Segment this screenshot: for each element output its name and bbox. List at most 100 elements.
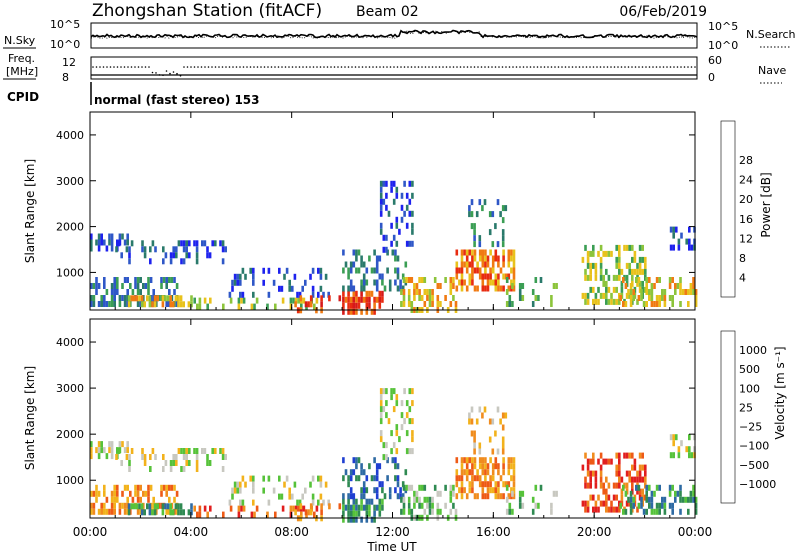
range-gate-cell-616 xyxy=(491,448,495,455)
range-gate-cell-438 xyxy=(402,484,406,491)
range-gate-cell-524 xyxy=(471,267,474,274)
colorbar-tick-label-6: −500 xyxy=(739,459,769,472)
range-gate-cell-363 xyxy=(378,273,382,280)
range-gate-cell-220 xyxy=(289,303,293,310)
range-gate-cell-706 xyxy=(615,244,618,251)
range-gate-cell-263 xyxy=(296,499,299,506)
range-gate-cell-797 xyxy=(650,508,654,515)
range-gate-cell-549 xyxy=(484,285,487,292)
range-gate-cell-499 xyxy=(455,285,459,292)
nave-point-5 xyxy=(109,66,112,68)
range-gate-cell-554 xyxy=(486,285,490,292)
nave-point-44 xyxy=(246,66,248,68)
range-gate-cell-655 xyxy=(584,298,587,305)
range-gate-cell-638 xyxy=(521,295,525,301)
range-gate-cell-653 xyxy=(584,274,587,281)
range-gate-cell-223 xyxy=(297,505,300,512)
range-gate-cell-689 xyxy=(602,500,605,507)
range-gate-cell-90 xyxy=(103,277,106,283)
range-gate-cell-233 xyxy=(231,285,234,292)
nave-point-2 xyxy=(99,66,101,68)
range-gate-cell-176 xyxy=(143,301,146,308)
range-gate-cell-863 xyxy=(320,509,323,516)
range-gate-cell-559 xyxy=(491,463,495,470)
range-gate-cell-13 xyxy=(110,441,114,448)
range-gate-cell-440 xyxy=(402,295,406,301)
range-gate-cell-780 xyxy=(632,502,635,509)
nave-point-153 xyxy=(627,66,630,68)
range-gate-cell-435 xyxy=(411,240,414,247)
range-gate-cell-245 xyxy=(252,475,255,482)
range-gate-cell-430 xyxy=(411,388,414,395)
range-gate-cell-758 xyxy=(641,244,644,251)
range-gate-cell-617 xyxy=(494,223,497,230)
range-gate-cell-367 xyxy=(386,457,389,464)
range-gate-cell-131 xyxy=(139,289,142,295)
range-gate-cell-396 xyxy=(382,442,386,449)
range-gate-cell-490 xyxy=(452,484,455,491)
range-gate-cell-792 xyxy=(648,496,651,503)
range-gate-cell-596 xyxy=(512,279,516,286)
range-gate-cell-120 xyxy=(129,283,132,289)
range-gate-cell-758 xyxy=(641,452,644,459)
range-gate-cell-757 xyxy=(638,286,642,293)
range-gate-cell-4 xyxy=(97,441,101,448)
range-gate-cell-581 xyxy=(507,457,511,464)
range-gate-cell-424 xyxy=(405,430,409,437)
range-gate-cell-729 xyxy=(625,274,629,281)
range-gate-cell-124 xyxy=(134,283,137,289)
range-gate-cell-530 xyxy=(473,285,477,292)
nave-point-124 xyxy=(526,66,528,68)
range-gate-cell-755 xyxy=(638,268,642,275)
range-gate-cell-109 xyxy=(118,502,122,509)
range-gate-cell-208 xyxy=(229,297,233,304)
range-gate-cell-247 xyxy=(252,279,255,286)
range-gate-cell-481 xyxy=(439,283,442,289)
range-gate-cell-540 xyxy=(481,261,485,268)
range-gate-cell-768 xyxy=(644,286,647,293)
range-gate-cell-123 xyxy=(134,484,137,491)
range-gate-cell-282 xyxy=(342,516,345,523)
range-gate-cell-1 xyxy=(90,239,93,246)
range-gate-cell-495 xyxy=(455,457,459,464)
range-gate-cell-535 xyxy=(478,255,482,262)
nave-point-96 xyxy=(428,66,430,68)
range-gate-cell-94 xyxy=(105,496,109,503)
range-gate-cell-541 xyxy=(481,273,485,280)
range-gate-cell-800 xyxy=(655,484,659,491)
range-gate-cell-819 xyxy=(676,490,680,497)
range-gate-cell-562 xyxy=(491,487,495,494)
y-tick-label-2: 3000 xyxy=(56,175,84,188)
range-gate-cell-699 xyxy=(607,298,611,305)
range-gate-cell-520 xyxy=(468,487,472,494)
range-gate-cell-319 xyxy=(378,296,382,303)
range-gate-cell-798 xyxy=(653,490,656,497)
range-gate-cell-830 xyxy=(692,484,695,491)
range-gate-cell-764 xyxy=(644,464,647,471)
nave-point-15 xyxy=(144,66,147,68)
range-gate-cell-549 xyxy=(484,493,487,500)
range-gate-cell-585 xyxy=(507,493,511,500)
range-gate-cell-574 xyxy=(499,285,503,292)
range-gate-cell-67 xyxy=(206,246,209,253)
range-gate-cell-568 xyxy=(497,255,500,262)
range-gate-cell-81 xyxy=(92,295,96,301)
range-gate-cell-718 xyxy=(618,292,621,299)
range-gate-cell-255 xyxy=(278,285,281,292)
range-gate-cell-470 xyxy=(428,289,432,295)
range-gate-cell-557 xyxy=(489,481,492,488)
range-gate-cell-696 xyxy=(607,458,611,465)
range-gate-cell-127 xyxy=(136,283,140,289)
range-gate-cell-804 xyxy=(658,502,661,509)
range-gate-cell-104 xyxy=(113,295,116,301)
range-gate-cell-149 xyxy=(160,277,163,283)
nave-point-34 xyxy=(211,66,213,68)
nave-point-158 xyxy=(645,66,647,68)
range-gate-cell-845 xyxy=(685,238,688,245)
range-gate-cell-119 xyxy=(126,301,129,307)
range-gate-cell-419 xyxy=(400,216,404,223)
range-gate-cell-300 xyxy=(357,302,361,309)
range-gate-cell-507 xyxy=(460,487,464,494)
range-gate-cell-627 xyxy=(505,484,509,491)
range-gate-cell-205 xyxy=(206,511,209,518)
